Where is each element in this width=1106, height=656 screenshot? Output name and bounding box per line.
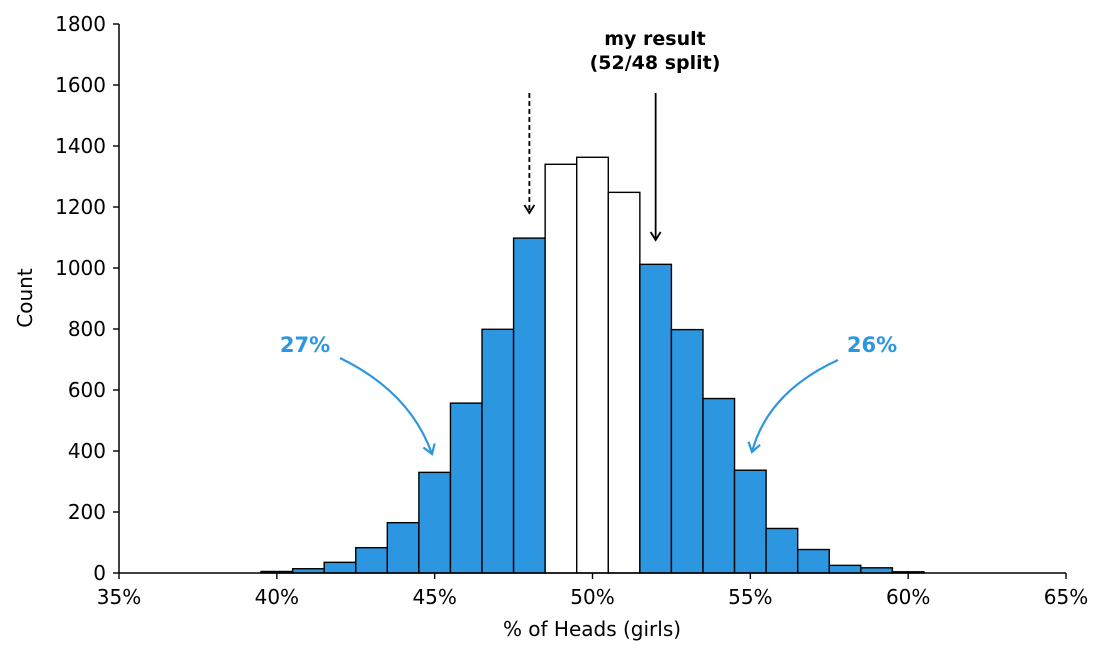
left-tail-arrow [339, 357, 436, 456]
my-result-label-line2: (52/48 split) [590, 52, 721, 74]
x-tick-label: 55% [728, 585, 772, 609]
y-tick-label: 0 [93, 561, 106, 585]
histogram-bar [481, 328, 515, 574]
histogram-bar [702, 397, 736, 574]
y-tick-label: 1400 [55, 134, 106, 158]
left-tail-percent: 27% [280, 333, 330, 357]
y-tick-label: 400 [68, 439, 106, 463]
ticks: 35% 40% 45% 50% 55% 60% 65% 0 200 400 600 800 1000 12… [55, 12, 1088, 609]
histogram-bar [670, 328, 704, 574]
right-tail-percent: 26% [847, 333, 897, 357]
x-tick-label: 45% [412, 585, 456, 609]
x-tick-label: 60% [886, 585, 930, 609]
histogram-bar [355, 546, 389, 574]
y-axis-title: Count [13, 268, 37, 328]
y-tick-label: 1000 [55, 256, 106, 280]
x-tick-label: 40% [255, 585, 299, 609]
right-tail-arrow [747, 358, 839, 454]
y-tick-label: 1800 [55, 12, 106, 36]
histogram-bar [418, 471, 452, 574]
histogram-bar [733, 469, 767, 574]
histogram-bar [796, 548, 830, 574]
x-axis-title: % of Heads (girls) [503, 617, 681, 641]
histogram-bar [765, 527, 799, 574]
y-tick-label: 600 [68, 378, 106, 402]
x-tick-label: 50% [570, 585, 614, 609]
x-tick-label: 35% [97, 585, 141, 609]
y-tick-label: 800 [68, 317, 106, 341]
histogram-bar [449, 402, 483, 574]
histogram-bar [544, 163, 578, 574]
histogram-bar [323, 561, 357, 574]
histogram-bar [639, 263, 673, 574]
histogram-bar [512, 237, 546, 574]
histogram-bar [828, 564, 862, 574]
histogram-bar [607, 191, 641, 574]
histogram-bar [860, 567, 894, 574]
y-tick-label: 1200 [55, 195, 106, 219]
histogram-bar [386, 521, 420, 574]
histogram-bar [576, 156, 609, 574]
histogram-bars [260, 156, 925, 574]
my-result-label-line1: my result [604, 28, 706, 50]
x-tick-label: 65% [1044, 585, 1088, 609]
y-tick-label: 200 [68, 500, 106, 524]
annotations: my result (52/48 split) 27% 26% [280, 28, 897, 456]
y-tick-label: 1600 [55, 73, 106, 97]
